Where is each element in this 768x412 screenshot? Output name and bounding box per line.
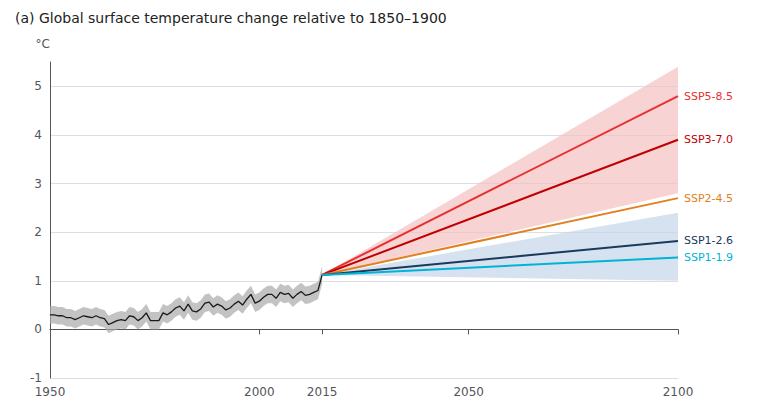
svg-text:2100: 2100 xyxy=(663,385,694,399)
svg-text:3: 3 xyxy=(34,177,42,191)
svg-text:SSP5-8.5: SSP5-8.5 xyxy=(684,90,733,103)
svg-text:SSP1-1.9: SSP1-1.9 xyxy=(684,251,733,264)
svg-text:SSP2-4.5: SSP2-4.5 xyxy=(684,192,733,205)
svg-text:SSP3-7.0: SSP3-7.0 xyxy=(684,133,733,146)
svg-text:5: 5 xyxy=(34,79,42,93)
svg-text:2000: 2000 xyxy=(244,385,275,399)
svg-text:2050: 2050 xyxy=(453,385,484,399)
svg-text:2: 2 xyxy=(34,225,42,239)
svg-text:2015: 2015 xyxy=(307,385,338,399)
svg-text:1950: 1950 xyxy=(35,385,66,399)
svg-text:°C: °C xyxy=(36,37,50,51)
svg-text:0: 0 xyxy=(34,322,42,336)
svg-text:1: 1 xyxy=(34,274,42,288)
svg-text:-1: -1 xyxy=(30,371,42,385)
svg-text:SSP1-2.6: SSP1-2.6 xyxy=(684,234,733,247)
svg-text:(a) Global surface temperature: (a) Global surface temperature change re… xyxy=(15,10,447,26)
svg-text:4: 4 xyxy=(34,128,42,142)
